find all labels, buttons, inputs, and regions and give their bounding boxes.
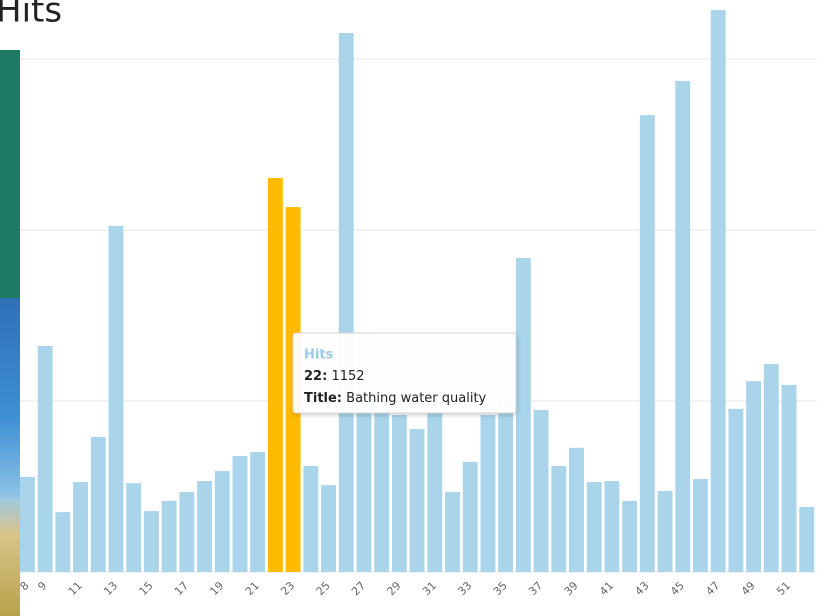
bar — [37, 345, 53, 572]
bar — [445, 491, 460, 572]
bar — [675, 80, 691, 572]
bar — [781, 384, 797, 572]
tooltip-title-value: Bathing water quality — [346, 391, 486, 406]
bar — [232, 456, 248, 572]
bar — [90, 436, 106, 572]
bar — [622, 500, 638, 572]
x-tick-label: 45 — [668, 579, 687, 598]
bar — [480, 415, 496, 572]
side-image — [0, 50, 20, 298]
x-tick-label: 9 — [35, 579, 49, 593]
bar — [126, 483, 142, 572]
bar — [197, 481, 212, 572]
tooltip-box — [292, 332, 517, 414]
bar — [569, 447, 584, 572]
bar — [55, 512, 71, 572]
bar — [639, 115, 655, 572]
bar — [710, 10, 726, 573]
bar — [409, 429, 425, 572]
bar — [586, 482, 602, 572]
bar — [73, 482, 89, 572]
bar — [143, 511, 159, 572]
bar — [303, 465, 319, 572]
chart-title: Hits — [0, 0, 62, 31]
x-tick-label: 35 — [491, 579, 510, 598]
bar — [693, 478, 708, 572]
bar — [267, 178, 283, 573]
side-image — [0, 298, 20, 498]
x-tick-label: 49 — [739, 579, 758, 598]
bar — [427, 409, 443, 572]
bar — [374, 409, 390, 572]
x-tick-label: 13 — [101, 579, 120, 598]
bar — [321, 485, 336, 572]
bar — [604, 481, 620, 572]
bar — [728, 408, 744, 572]
bar — [533, 409, 549, 572]
bar — [214, 471, 230, 572]
x-tick-label: 39 — [562, 579, 581, 598]
bar — [799, 507, 815, 572]
x-tick-label: 15 — [137, 579, 156, 598]
x-tick-label: 33 — [455, 579, 474, 598]
bar — [391, 415, 407, 572]
bar — [338, 33, 354, 573]
bar — [356, 390, 372, 572]
x-tick-label: 25 — [314, 579, 333, 598]
tooltip-value: 1152 — [331, 369, 364, 384]
x-tick-label: 27 — [349, 579, 368, 598]
bar — [657, 490, 673, 572]
side-image — [0, 498, 20, 616]
tooltip — [292, 332, 517, 414]
bar — [746, 381, 762, 572]
bar — [179, 491, 195, 572]
x-tick-label: 19 — [207, 579, 226, 598]
x-tick-label: 29 — [385, 579, 404, 598]
plot-area: 8 9 11 13 15 17 19 21 23 25 27 29 31 33 35 37 39 41 43 45 47… — [18, 10, 817, 598]
tooltip-key: 22: — [304, 369, 327, 384]
bar — [551, 465, 567, 572]
x-tick-label: 41 — [597, 579, 616, 598]
bar — [108, 225, 124, 572]
bar — [515, 258, 531, 572]
x-tick-label: 21 — [243, 579, 262, 598]
x-tick-label: 23 — [278, 579, 297, 598]
x-tick-label: 47 — [703, 579, 722, 598]
tooltip-title: Title: Bathing water quality — [304, 391, 487, 406]
x-tick-label: 11 — [66, 579, 85, 598]
bar — [250, 451, 266, 572]
tooltip-point: 22: 1152 — [304, 369, 365, 384]
bar — [161, 500, 177, 572]
tooltip-series: Hits — [304, 348, 334, 363]
x-tick-label: 37 — [526, 579, 545, 598]
x-tick-label: 31 — [420, 579, 439, 598]
bar — [498, 399, 514, 572]
bar — [763, 364, 779, 572]
tooltip-title-label: Title: — [304, 391, 342, 406]
x-tick-label: 51 — [774, 579, 793, 598]
x-tick-label: 17 — [172, 579, 191, 598]
bar — [20, 476, 35, 572]
x-tick-label: 43 — [632, 579, 651, 598]
bar — [462, 461, 478, 572]
